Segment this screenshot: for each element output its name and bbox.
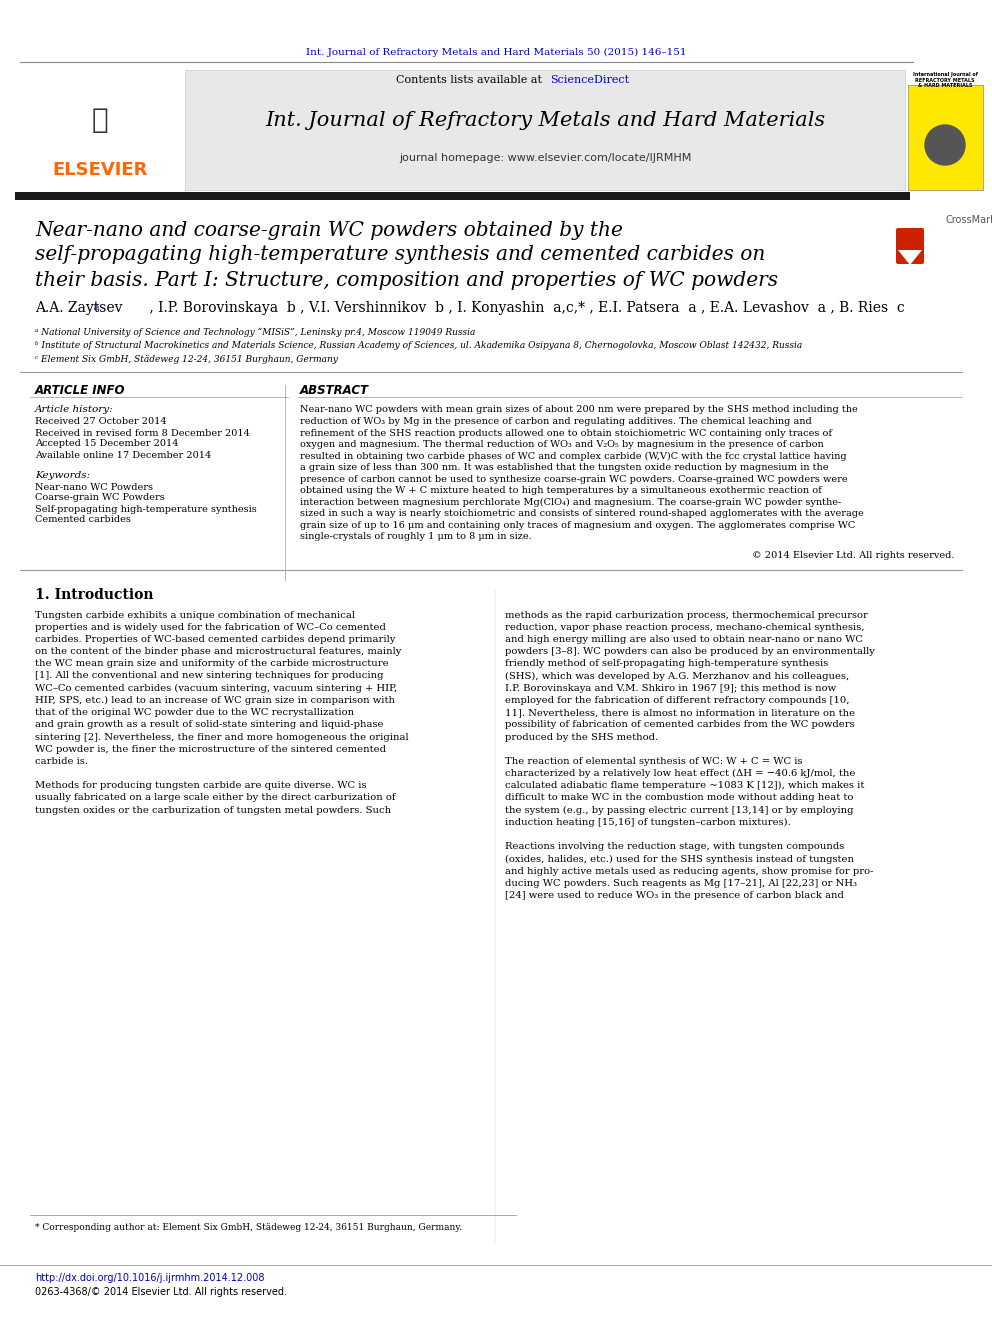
Text: oxygen and magnesium. The thermal reduction of WO₃ and V₂O₅ by magnesium in the : oxygen and magnesium. The thermal reduct…	[300, 441, 823, 448]
Polygon shape	[898, 250, 922, 265]
Text: tungsten oxides or the carburization of tungsten metal powders. Such: tungsten oxides or the carburization of …	[35, 806, 391, 815]
Text: induction heating [15,16] of tungsten–carbon mixtures).: induction heating [15,16] of tungsten–ca…	[505, 818, 791, 827]
Text: single-crystals of roughly 1 μm to 8 μm in size.: single-crystals of roughly 1 μm to 8 μm …	[300, 532, 532, 541]
Text: employed for the fabrication of different refractory compounds [10,: employed for the fabrication of differen…	[505, 696, 849, 705]
Text: reduction of WO₃ by Mg in the presence of carbon and regulating additives. The c: reduction of WO₃ by Mg in the presence o…	[300, 417, 811, 426]
Text: powders [3–8]. WC powders can also be produced by an environmentally: powders [3–8]. WC powders can also be pr…	[505, 647, 875, 656]
Text: , I.P. Borovinskaya  b , V.I. Vershinnikov  b , I. Konyashin  a,c,* , E.I. Patse: , I.P. Borovinskaya b , V.I. Vershinniko…	[145, 302, 905, 315]
Text: difficult to make WC in the combustion mode without adding heat to: difficult to make WC in the combustion m…	[505, 794, 853, 803]
Text: a grain size of less than 300 nm. It was established that the tungsten oxide red: a grain size of less than 300 nm. It was…	[300, 463, 828, 472]
Text: grain size of up to 16 μm and containing only traces of magnesium and oxygen. Th: grain size of up to 16 μm and containing…	[300, 520, 855, 529]
Text: reduction, vapor phase reaction process, mechano-chemical synthesis,: reduction, vapor phase reaction process,…	[505, 623, 864, 631]
Text: usually fabricated on a large scale either by the direct carburization of: usually fabricated on a large scale eith…	[35, 794, 396, 803]
Text: © 2014 Elsevier Ltd. All rights reserved.: © 2014 Elsevier Ltd. All rights reserved…	[753, 550, 955, 560]
Text: (oxides, halides, etc.) used for the SHS synthesis instead of tungsten: (oxides, halides, etc.) used for the SHS…	[505, 855, 854, 864]
Text: Received in revised form 8 December 2014: Received in revised form 8 December 2014	[35, 429, 250, 438]
Text: Accepted 15 December 2014: Accepted 15 December 2014	[35, 439, 179, 448]
Text: (SHS), which was developed by A.G. Merzhanov and his colleagues,: (SHS), which was developed by A.G. Merzh…	[505, 672, 849, 680]
Text: HIP, SPS, etc.) lead to an increase of WC grain size in comparison with: HIP, SPS, etc.) lead to an increase of W…	[35, 696, 395, 705]
Text: carbides. Properties of WC-based cemented carbides depend primarily: carbides. Properties of WC-based cemente…	[35, 635, 396, 644]
Text: and grain growth as a result of solid-state sintering and liquid-phase: and grain growth as a result of solid-st…	[35, 720, 384, 729]
Text: ducing WC powders. Such reagents as Mg [17–21], Al [22,23] or NH₃: ducing WC powders. Such reagents as Mg […	[505, 878, 857, 888]
Text: and high energy milling are also used to obtain near-nano or nano WC: and high energy milling are also used to…	[505, 635, 863, 644]
Text: methods as the rapid carburization process, thermochemical precursor: methods as the rapid carburization proce…	[505, 610, 868, 619]
Text: Coarse-grain WC Powders: Coarse-grain WC Powders	[35, 493, 165, 503]
Text: International Journal of
REFRACTORY METALS
& HARD MATERIALS: International Journal of REFRACTORY META…	[913, 71, 977, 89]
Text: Article history:: Article history:	[35, 406, 114, 414]
Text: 1. Introduction: 1. Introduction	[35, 587, 154, 602]
Text: interaction between magnesium perchlorate Mg(ClO₄) and magnesium. The coarse-gra: interaction between magnesium perchlorat…	[300, 497, 841, 507]
Text: ᵇ Institute of Structural Macrokinetics and Materials Science, Russian Academy o: ᵇ Institute of Structural Macrokinetics …	[35, 341, 803, 351]
Text: Self-propagating high-temperature synthesis: Self-propagating high-temperature synthe…	[35, 504, 257, 513]
Text: The reaction of elemental synthesis of WC: W + C = WC is: The reaction of elemental synthesis of W…	[505, 757, 803, 766]
Text: resulted in obtaining two carbide phases of WC and complex carbide (W,V)C with t: resulted in obtaining two carbide phases…	[300, 451, 846, 460]
Text: friendly method of self-propagating high-temperature synthesis: friendly method of self-propagating high…	[505, 659, 828, 668]
Text: Near-nano and coarse-grain WC powders obtained by the: Near-nano and coarse-grain WC powders ob…	[35, 221, 623, 239]
Text: [24] were used to reduce WO₃ in the presence of carbon black and: [24] were used to reduce WO₃ in the pres…	[505, 892, 844, 900]
Text: sintering [2]. Nevertheless, the finer and more homogeneous the original: sintering [2]. Nevertheless, the finer a…	[35, 733, 409, 741]
Text: Int. Journal of Refractory Metals and Hard Materials: Int. Journal of Refractory Metals and Ha…	[265, 111, 825, 130]
FancyBboxPatch shape	[908, 85, 983, 191]
Text: [1]. All the conventional and new sintering techniques for producing: [1]. All the conventional and new sinter…	[35, 672, 384, 680]
Text: Received 27 October 2014: Received 27 October 2014	[35, 418, 167, 426]
Text: calculated adiabatic flame temperature ~1083 K [12]), which makes it: calculated adiabatic flame temperature ~…	[505, 782, 864, 790]
Text: http://dx.doi.org/10.1016/j.ijrmhm.2014.12.008: http://dx.doi.org/10.1016/j.ijrmhm.2014.…	[35, 1273, 265, 1283]
FancyBboxPatch shape	[55, 83, 145, 148]
Text: Contents lists available at: Contents lists available at	[396, 75, 545, 85]
Text: 11]. Nevertheless, there is almost no information in literature on the: 11]. Nevertheless, there is almost no in…	[505, 708, 855, 717]
Text: Reactions involving the reduction stage, with tungsten compounds: Reactions involving the reduction stage,…	[505, 843, 844, 851]
Text: on the content of the binder phase and microstructural features, mainly: on the content of the binder phase and m…	[35, 647, 402, 656]
Text: ARTICLE INFO: ARTICLE INFO	[35, 384, 126, 397]
Text: Keywords:: Keywords:	[35, 471, 90, 479]
Text: refinement of the SHS reaction products allowed one to obtain stoichiometric WC : refinement of the SHS reaction products …	[300, 429, 832, 438]
Text: A.A. Zaytsev: A.A. Zaytsev	[35, 302, 122, 315]
Text: Near-nano WC powders with mean grain sizes of about 200 nm were prepared by the : Near-nano WC powders with mean grain siz…	[300, 406, 858, 414]
Text: their basis. Part I: Structure, composition and properties of WC powders: their basis. Part I: Structure, composit…	[35, 270, 778, 290]
Text: self-propagating high-temperature synthesis and cemented carbides on: self-propagating high-temperature synthe…	[35, 246, 766, 265]
Text: 0263-4368/© 2014 Elsevier Ltd. All rights reserved.: 0263-4368/© 2014 Elsevier Ltd. All right…	[35, 1287, 287, 1297]
Text: CrossMark: CrossMark	[945, 216, 992, 225]
Circle shape	[925, 124, 965, 165]
Text: produced by the SHS method.: produced by the SHS method.	[505, 733, 658, 741]
Text: sized in such a way is nearly stoichiometric and consists of sintered round-shap: sized in such a way is nearly stoichiome…	[300, 509, 864, 519]
Text: WC powder is, the finer the microstructure of the sintered cemented: WC powder is, the finer the microstructu…	[35, 745, 386, 754]
Text: ELSEVIER: ELSEVIER	[53, 161, 148, 179]
Text: presence of carbon cannot be used to synthesize coarse-grain WC powders. Coarse-: presence of carbon cannot be used to syn…	[300, 475, 847, 483]
FancyBboxPatch shape	[896, 228, 924, 265]
Text: ScienceDirect: ScienceDirect	[550, 75, 629, 85]
Text: the WC mean grain size and uniformity of the carbide microstructure: the WC mean grain size and uniformity of…	[35, 659, 389, 668]
Text: and highly active metals used as reducing agents, show promise for pro-: and highly active metals used as reducin…	[505, 867, 874, 876]
FancyBboxPatch shape	[185, 70, 905, 191]
Text: ᵃ National University of Science and Technology “MISiS”, Leninsky pr.4, Moscow 1: ᵃ National University of Science and Tec…	[35, 327, 475, 336]
Text: obtained using the W + C mixture heated to high temperatures by a simultaneous e: obtained using the W + C mixture heated …	[300, 486, 821, 495]
Text: Int. Journal of Refractory Metals and Hard Materials 50 (2015) 146–151: Int. Journal of Refractory Metals and Ha…	[306, 48, 686, 57]
Bar	[15, 192, 910, 200]
Text: that of the original WC powder due to the WC recrystallization: that of the original WC powder due to th…	[35, 708, 354, 717]
Text: ᶜ Element Six GmbH, Städeweg 12-24, 36151 Burghaun, Germany: ᶜ Element Six GmbH, Städeweg 12-24, 3615…	[35, 356, 338, 365]
Text: characterized by a relatively low heat effect (ΔH = −40.6 kJ/mol, the: characterized by a relatively low heat e…	[505, 769, 855, 778]
Text: I.P. Borovinskaya and V.M. Shkiro in 1967 [9]; this method is now: I.P. Borovinskaya and V.M. Shkiro in 196…	[505, 684, 836, 693]
Text: Tungsten carbide exhibits a unique combination of mechanical: Tungsten carbide exhibits a unique combi…	[35, 610, 355, 619]
Text: carbide is.: carbide is.	[35, 757, 88, 766]
Text: * Corresponding author at: Element Six GmbH, Städeweg 12-24, 36151 Burghaun, Ger: * Corresponding author at: Element Six G…	[35, 1224, 462, 1233]
Circle shape	[888, 218, 932, 262]
Text: possibility of fabrication of cemented carbides from the WC powders: possibility of fabrication of cemented c…	[505, 720, 855, 729]
Text: properties and is widely used for the fabrication of WC–Co cemented: properties and is widely used for the fa…	[35, 623, 386, 631]
Text: Available online 17 December 2014: Available online 17 December 2014	[35, 451, 211, 459]
Text: WC–Co cemented carbides (vacuum sintering, vacuum sintering + HIP,: WC–Co cemented carbides (vacuum sinterin…	[35, 684, 397, 693]
Text: Near-nano WC Powders: Near-nano WC Powders	[35, 483, 153, 492]
Text: journal homepage: www.elsevier.com/locate/IJRMHM: journal homepage: www.elsevier.com/locat…	[399, 153, 691, 163]
Text: Cemented carbides: Cemented carbides	[35, 516, 131, 524]
Text: the system (e.g., by passing electric current [13,14] or by employing: the system (e.g., by passing electric cu…	[505, 806, 853, 815]
Text: 🌳: 🌳	[91, 106, 108, 134]
Text: ABSTRACT: ABSTRACT	[300, 384, 369, 397]
Text: a: a	[35, 303, 99, 312]
Text: Methods for producing tungsten carbide are quite diverse. WC is: Methods for producing tungsten carbide a…	[35, 782, 366, 790]
